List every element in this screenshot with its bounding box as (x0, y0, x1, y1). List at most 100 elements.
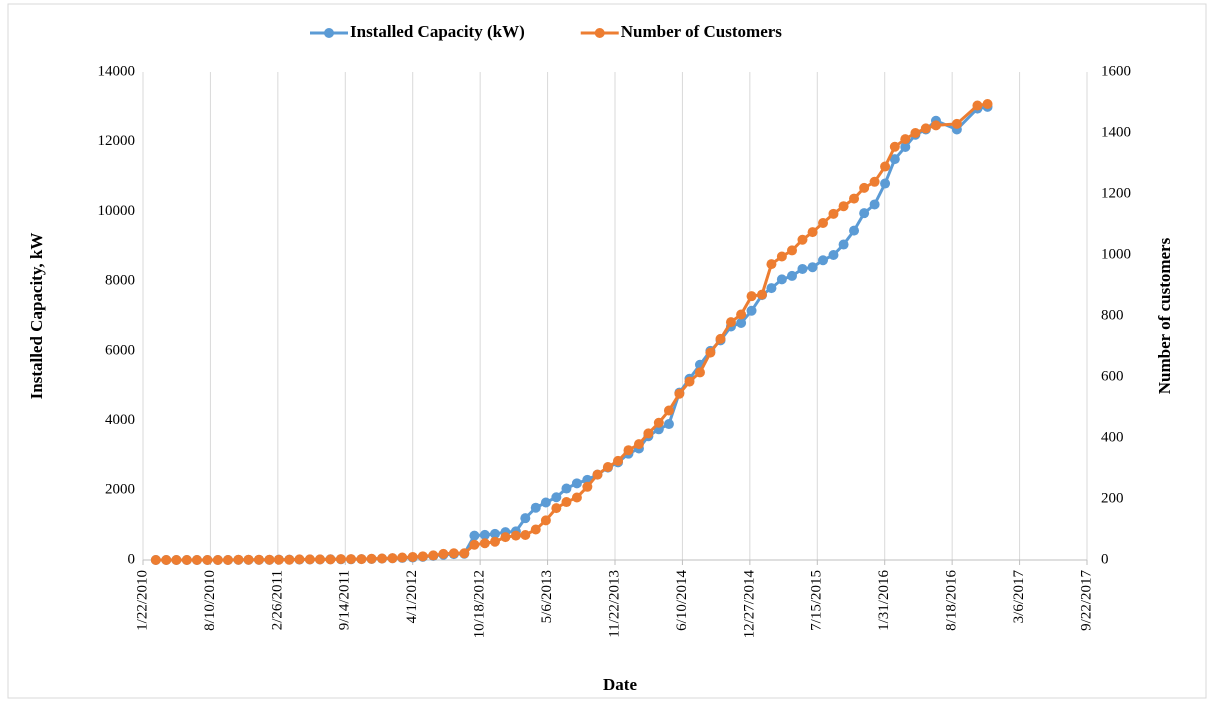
y2-tick-label: 1200 (1101, 185, 1131, 201)
data-point (530, 524, 541, 535)
data-point (663, 405, 674, 416)
data-point (797, 234, 808, 245)
data-point (407, 551, 418, 562)
data-point (171, 555, 182, 565)
x-tick-label: 9/22/2017 (1078, 570, 1094, 631)
data-point (561, 497, 572, 508)
x-tick-label: 9/14/2011 (337, 570, 353, 630)
data-point (191, 555, 202, 565)
y2-tick-label: 200 (1101, 490, 1124, 506)
x-tick-label: 1/31/2016 (876, 570, 892, 631)
data-point (889, 154, 900, 165)
data-point (273, 554, 284, 565)
data-point (540, 515, 551, 526)
y2-tick-label: 400 (1101, 429, 1124, 445)
data-point (551, 503, 562, 514)
chart-border (7, 3, 1207, 699)
data-point (315, 554, 325, 565)
data-point (849, 225, 860, 236)
x-tick-label: 2/26/2011 (269, 570, 285, 630)
data-point (387, 553, 398, 564)
data-point (284, 554, 295, 565)
y2-tick-label: 0 (1101, 551, 1109, 567)
x-tick-label: 10/18/2012 (472, 570, 488, 638)
data-point (592, 469, 603, 480)
x-tick-label: 6/10/2014 (674, 570, 690, 631)
data-point (705, 347, 716, 358)
data-point (346, 554, 357, 565)
data-point (613, 455, 624, 466)
data-point (736, 317, 747, 328)
data-point (222, 555, 233, 565)
data-point (766, 283, 777, 294)
y-axis-label: Installed Capacity, kW (27, 233, 46, 400)
data-point (377, 553, 388, 564)
data-point (982, 99, 993, 110)
y2-tick-label: 600 (1101, 368, 1124, 384)
data-point (643, 428, 654, 439)
data-point (489, 528, 500, 539)
data-point (540, 497, 551, 508)
data-point (951, 118, 962, 129)
data-point (623, 445, 634, 456)
x-tick-label: 8/10/2010 (202, 570, 218, 631)
legend-label: Number of Customers (621, 22, 783, 41)
data-point (880, 178, 891, 189)
data-point (489, 536, 500, 547)
data-point (520, 529, 531, 540)
data-point (807, 262, 818, 273)
data-point (356, 554, 367, 565)
x-axis-label: Date (603, 675, 637, 694)
data-point (807, 227, 818, 238)
data-point (920, 123, 931, 134)
data-point (202, 555, 213, 565)
data-point (684, 376, 695, 387)
data-point (715, 333, 726, 344)
data-point (838, 239, 849, 250)
data-point (459, 548, 470, 559)
data-point (694, 367, 705, 378)
x-tick-label: 4/1/2012 (404, 570, 420, 623)
data-point (335, 554, 346, 565)
data-point (859, 182, 870, 193)
data-point (889, 141, 900, 152)
y-tick-label: 12000 (98, 133, 136, 149)
data-point (602, 461, 613, 472)
data-point (849, 193, 860, 204)
data-point (417, 551, 428, 562)
data-point (366, 553, 377, 564)
data-point (787, 245, 797, 256)
data-point (828, 208, 839, 219)
data-point (818, 217, 829, 228)
legend-marker (324, 28, 334, 38)
y2-tick-label: 1000 (1101, 246, 1131, 262)
data-point (571, 478, 582, 489)
data-point (469, 539, 480, 550)
data-point (438, 548, 449, 559)
data-point (869, 176, 880, 187)
data-point (880, 161, 891, 172)
data-point (479, 538, 490, 549)
data-point (818, 255, 829, 266)
y-tick-label: 2000 (105, 482, 135, 498)
data-point (294, 554, 305, 565)
x-tick-label: 8/18/2016 (944, 570, 960, 631)
data-point (869, 199, 880, 210)
data-point (479, 529, 490, 540)
data-point (448, 548, 459, 559)
legend-marker (594, 28, 605, 38)
data-point (582, 481, 593, 492)
data-point (304, 554, 315, 565)
x-tick-label: 11/22/2013 (606, 570, 622, 638)
data-point (469, 530, 480, 541)
data-point (797, 263, 808, 274)
data-point (930, 120, 941, 131)
data-point (663, 419, 674, 430)
data-point (859, 208, 870, 219)
x-tick-label: 5/6/2013 (539, 570, 555, 623)
data-point (633, 439, 644, 450)
data-point (212, 555, 223, 565)
y2-tick-label: 1400 (1101, 124, 1131, 140)
x-tick-label: 7/15/2015 (809, 570, 825, 631)
data-point (397, 552, 408, 563)
